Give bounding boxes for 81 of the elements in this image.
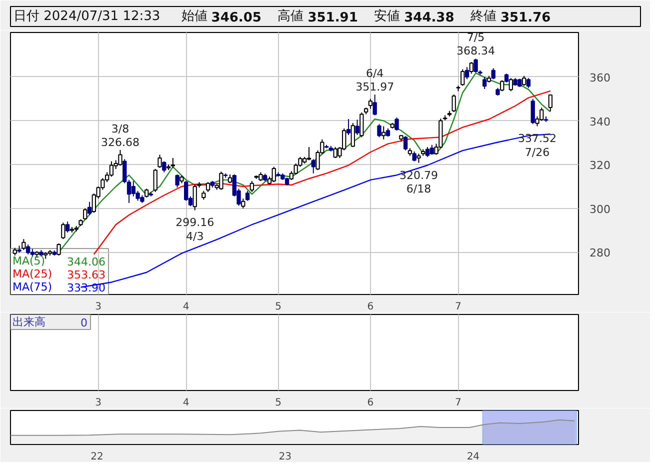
- candlestick: [500, 80, 504, 92]
- y-tick-label: 360: [590, 71, 610, 84]
- candlestick: [184, 180, 188, 202]
- annotation: 353.63: [67, 268, 106, 282]
- candlestick: [430, 144, 434, 156]
- candlestick: [394, 116, 399, 132]
- candlestick: [306, 146, 312, 161]
- candlestick: [170, 158, 175, 168]
- candlestick: [83, 208, 88, 220]
- category-label: 5: [275, 398, 282, 408]
- candlestick: [491, 68, 496, 80]
- candlestick: [65, 221, 70, 234]
- x-tick-label: 4: [182, 302, 190, 312]
- y-tick-label: 320: [590, 159, 610, 172]
- candlestick: [403, 136, 408, 151]
- category-label: 4: [182, 398, 190, 408]
- candlestick: [162, 160, 166, 173]
- annotation: 344.06: [67, 256, 106, 268]
- candlestick: [360, 112, 364, 138]
- x-tick-label: 22: [90, 452, 104, 462]
- text: 出来高: [12, 316, 46, 328]
- candlestick: [22, 238, 26, 251]
- candlestick: [241, 198, 246, 209]
- candlestick: [272, 166, 276, 183]
- series-label: MA(5): [12, 254, 46, 268]
- candlestick: [469, 62, 474, 74]
- candlestick: [425, 146, 430, 158]
- y-tick-label: 280: [590, 246, 610, 260]
- text: 0: [80, 316, 88, 330]
- candlestick: [206, 182, 210, 192]
- candlestick: [355, 119, 360, 136]
- candlestick: [350, 122, 355, 148]
- candlestick: [109, 160, 114, 178]
- category-label: 7: [455, 398, 462, 408]
- candlestick: [377, 124, 382, 138]
- annotation: 337.52 7/26: [518, 132, 556, 159]
- x-tick-label: 7: [455, 302, 462, 312]
- candlestick: [522, 75, 526, 86]
- candlestick: [61, 222, 66, 240]
- candlestick: [482, 76, 487, 90]
- candlestick: [250, 180, 254, 192]
- candlestick: [382, 126, 386, 140]
- candlestick: [245, 190, 250, 202]
- candlestick: [26, 244, 30, 255]
- candlestick: [460, 68, 465, 86]
- y-tick-label: 340: [590, 115, 610, 128]
- candlestick: [464, 66, 470, 80]
- candlestick: [372, 94, 377, 116]
- chart-title: 日付 2024/07/31 12:33: [14, 9, 160, 24]
- candlestick: [311, 158, 316, 174]
- candlestick: [530, 98, 535, 125]
- candlestick: [508, 78, 513, 92]
- x-tick-label: 3: [95, 302, 102, 312]
- category-label: 3: [95, 398, 102, 408]
- text: MA(25): [12, 268, 52, 280]
- category-label: 6: [367, 398, 374, 408]
- candlestick: [153, 168, 158, 192]
- x-tick-label: 6: [367, 302, 374, 312]
- candlestick: [452, 94, 456, 113]
- candlestick: [118, 149, 122, 166]
- text: 始値 346.05 高値 351.91 安値 344.38 終値 351.76: [181, 9, 551, 26]
- x-tick-label: 24: [466, 452, 480, 462]
- y-tick-label: 300: [590, 202, 610, 216]
- candlestick: [526, 78, 531, 88]
- candlestick: [175, 174, 180, 188]
- candlestick: [87, 201, 92, 216]
- candlestick: [346, 118, 351, 136]
- text: MA(75): [12, 280, 52, 294]
- annotation: 7/5 368.34: [456, 31, 496, 58]
- candlestick: [368, 98, 373, 110]
- annotation: 6/4 351.97: [356, 66, 394, 94]
- annotation: 299.16 4/3: [176, 216, 214, 243]
- x-tick-label: 23: [278, 452, 292, 462]
- candlestick: [548, 94, 552, 112]
- candlestick: [158, 154, 162, 168]
- candlestick: [412, 150, 416, 162]
- candlestick: [56, 242, 61, 256]
- annotation: 320.79 6/18: [399, 168, 438, 196]
- x-tick-label: 5: [275, 302, 282, 312]
- candlestick: [416, 153, 421, 164]
- annotation: 3/8 326.68: [100, 122, 140, 149]
